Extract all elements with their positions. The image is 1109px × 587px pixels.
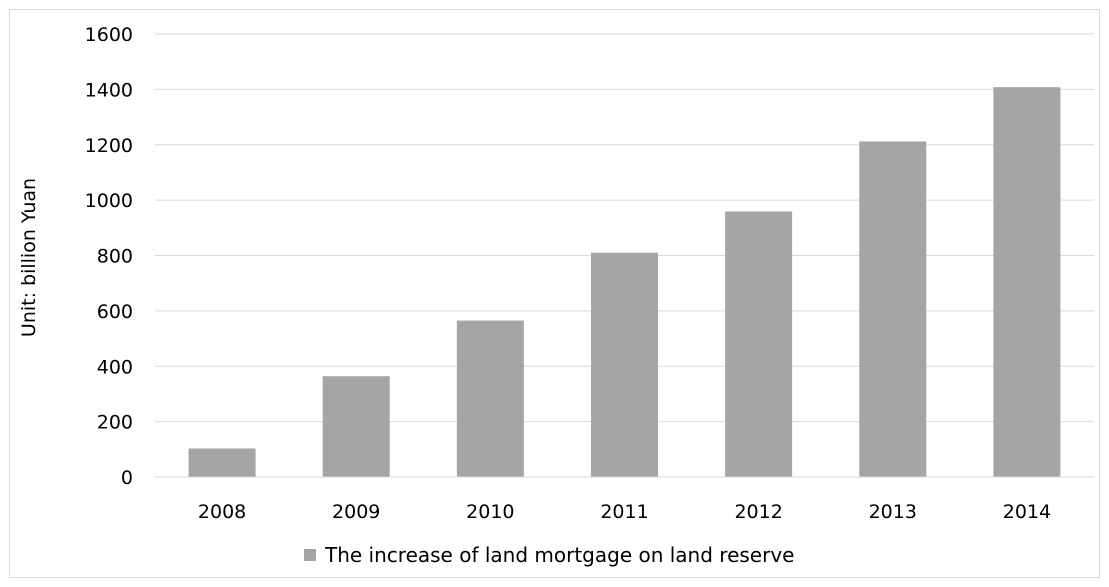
bar-2009 [322,376,390,477]
y-axis-title: Unit: billion Yuan [18,178,40,337]
bar-2011 [591,252,658,477]
x-tick-label: 2012 [734,501,782,523]
x-tick-label: 2013 [869,501,917,523]
x-tick-labels: 2008 2009 2010 2011 2012 2013 2014 [198,501,1051,523]
y-tick-label: 1200 [85,135,133,157]
x-tick-label: 2011 [600,501,648,523]
bar-2010 [456,320,524,477]
bar-2014 [993,87,1061,477]
x-tick-label: 2008 [198,501,246,523]
legend: The increase of land mortgage on land re… [304,543,794,567]
legend-label: The increase of land mortgage on land re… [324,543,794,567]
y-tick-label: 800 [97,246,133,268]
y-tick-label: 200 [97,412,133,434]
x-tick-label: 2010 [466,501,514,523]
x-tick-label: 2014 [1003,501,1051,523]
gridlines [155,33,1094,423]
bar-2013 [859,141,927,478]
y-tick-label: 0 [121,467,133,489]
y-tick-label: 600 [97,301,133,323]
bar-2008 [188,448,256,477]
y-tick-label: 400 [97,356,133,378]
legend-swatch [304,549,316,561]
y-tick-labels: 0 200 400 600 800 1000 1200 1400 1600 [85,24,133,489]
bars [188,87,1061,478]
y-tick-label: 1600 [85,24,133,46]
x-tick-label: 2009 [332,501,380,523]
y-tick-label: 1400 [85,79,133,101]
bar-2012 [725,211,793,477]
y-tick-label: 1000 [85,190,133,212]
